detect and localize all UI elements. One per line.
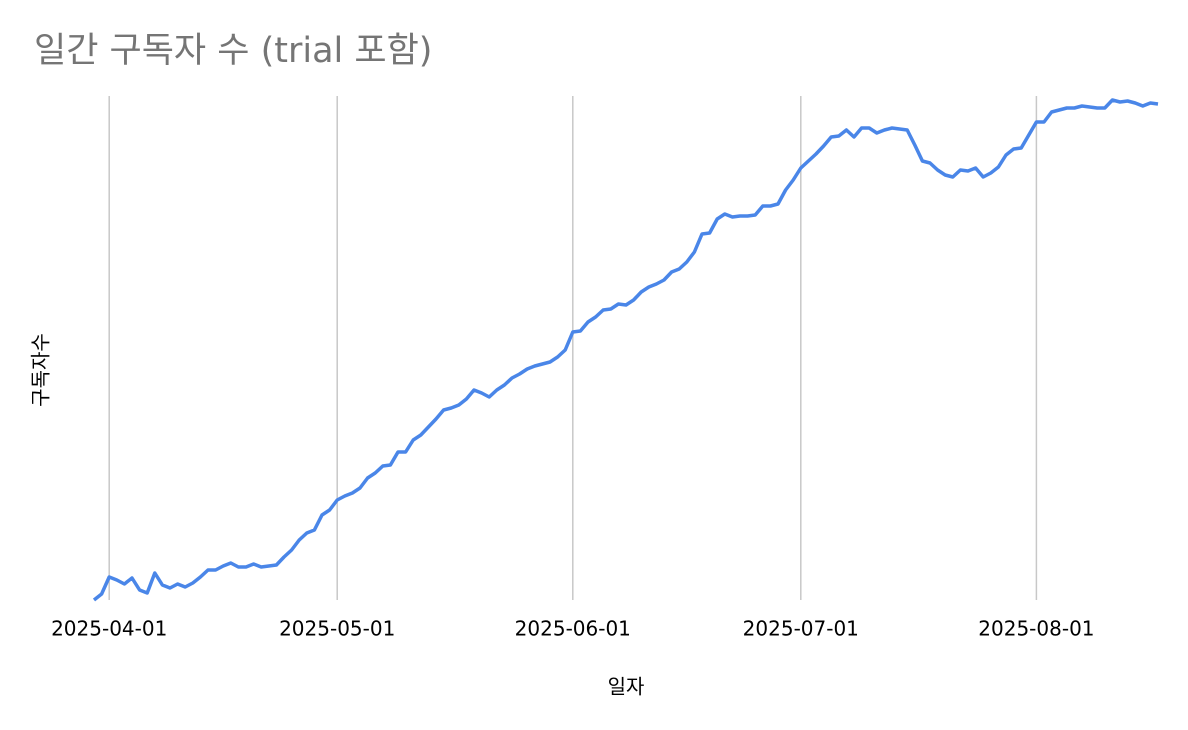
x-axis-label: 일자 [608,675,645,699]
x-tick-label: 2025-07-01 [743,617,859,641]
chart-title: 일간 구독자 수 (trial 포함) [34,31,432,71]
data-line [92,98,1159,602]
x-tick-label: 2025-04-01 [51,617,167,641]
x-tick-label: 2025-06-01 [515,617,631,641]
x-tick-label: 2025-05-01 [279,617,395,641]
y-axis-label: 구독자수 [29,333,53,407]
x-tick-label: 2025-08-01 [978,617,1094,641]
